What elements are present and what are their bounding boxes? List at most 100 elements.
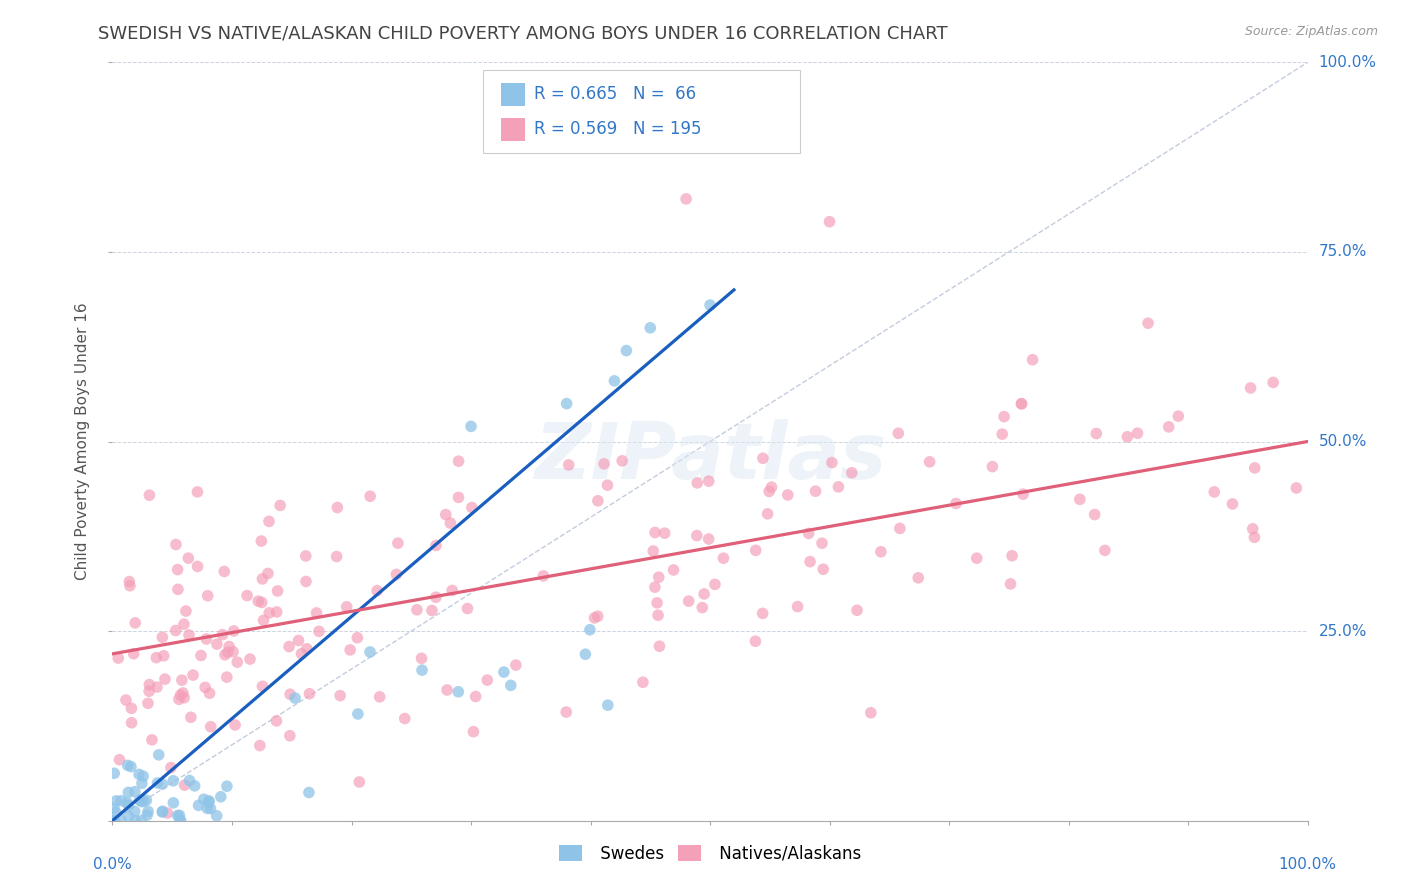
- Point: [347, 706, 370, 721]
- Point: [217, 645, 239, 659]
- Point: [165, 624, 187, 638]
- Point: [744, 543, 766, 558]
- Point: [1116, 430, 1139, 444]
- Point: [215, 670, 238, 684]
- Point: [326, 500, 349, 515]
- Point: [692, 600, 714, 615]
- Point: [198, 794, 221, 808]
- Point: [295, 641, 318, 656]
- Point: [555, 705, 578, 719]
- Point: [1010, 396, 1032, 410]
- Point: [531, 569, 554, 583]
- Point: [1001, 549, 1024, 563]
- Point: [222, 624, 245, 638]
- Point: [675, 192, 697, 206]
- Point: [247, 594, 270, 608]
- Point: [441, 583, 464, 598]
- Point: [1157, 420, 1180, 434]
- Point: [411, 651, 433, 665]
- Point: [797, 526, 820, 541]
- Point: [278, 640, 301, 654]
- Point: [103, 766, 125, 780]
- Point: [103, 801, 125, 815]
- Point: [269, 499, 291, 513]
- Point: [117, 809, 139, 823]
- Point: [697, 532, 720, 546]
- Point: [447, 491, 470, 505]
- Point: [108, 753, 131, 767]
- Point: [305, 606, 328, 620]
- Point: [136, 805, 159, 819]
- Point: [981, 459, 1004, 474]
- Point: [169, 688, 191, 702]
- Point: [187, 559, 209, 574]
- Point: [1137, 316, 1160, 330]
- Point: [145, 650, 167, 665]
- Point: [110, 814, 132, 828]
- Point: [177, 551, 200, 566]
- Point: [1285, 481, 1308, 495]
- Point: [456, 601, 478, 615]
- Point: [104, 805, 127, 820]
- Point: [117, 798, 139, 813]
- Point: [586, 493, 609, 508]
- Point: [252, 679, 274, 693]
- Point: [1126, 426, 1149, 441]
- Point: [436, 683, 458, 698]
- Point: [298, 785, 321, 799]
- Text: R = 0.665   N =  66: R = 0.665 N = 66: [534, 86, 696, 103]
- Point: [105, 794, 128, 808]
- Point: [776, 488, 799, 502]
- Point: [169, 814, 191, 828]
- Point: [290, 647, 312, 661]
- Point: [295, 574, 318, 589]
- Point: [120, 701, 142, 715]
- Point: [167, 692, 190, 706]
- Text: ZIPatlas: ZIPatlas: [534, 418, 886, 495]
- Point: [200, 720, 222, 734]
- Point: [425, 591, 447, 605]
- Point: [336, 599, 359, 614]
- Point: [170, 673, 193, 688]
- Point: [1012, 487, 1035, 501]
- Point: [131, 795, 153, 809]
- Point: [1011, 397, 1033, 411]
- Point: [222, 645, 245, 659]
- Point: [124, 615, 146, 630]
- Point: [368, 690, 391, 704]
- Point: [596, 698, 619, 713]
- Point: [477, 673, 499, 687]
- Point: [644, 525, 666, 540]
- Point: [166, 563, 188, 577]
- Point: [555, 396, 578, 410]
- Point: [190, 648, 212, 663]
- Point: [131, 776, 153, 790]
- Point: [252, 613, 274, 627]
- Point: [1069, 492, 1091, 507]
- Point: [385, 567, 408, 582]
- Point: [138, 488, 160, 502]
- Point: [648, 570, 671, 584]
- Point: [756, 507, 779, 521]
- Point: [678, 594, 700, 608]
- Point: [308, 624, 330, 639]
- Point: [889, 521, 911, 535]
- Point: [686, 528, 709, 542]
- Point: [239, 652, 262, 666]
- Point: [447, 685, 470, 699]
- Point: [492, 665, 515, 679]
- Point: [1167, 409, 1189, 424]
- Point: [294, 549, 316, 563]
- Point: [349, 775, 371, 789]
- Point: [643, 544, 665, 558]
- Point: [434, 508, 457, 522]
- Point: [752, 451, 775, 466]
- Point: [138, 677, 160, 691]
- Point: [859, 706, 882, 720]
- Point: [167, 582, 190, 597]
- Point: [284, 691, 307, 706]
- Point: [870, 545, 893, 559]
- Point: [648, 639, 671, 653]
- Point: [846, 603, 869, 617]
- Point: [1243, 461, 1265, 475]
